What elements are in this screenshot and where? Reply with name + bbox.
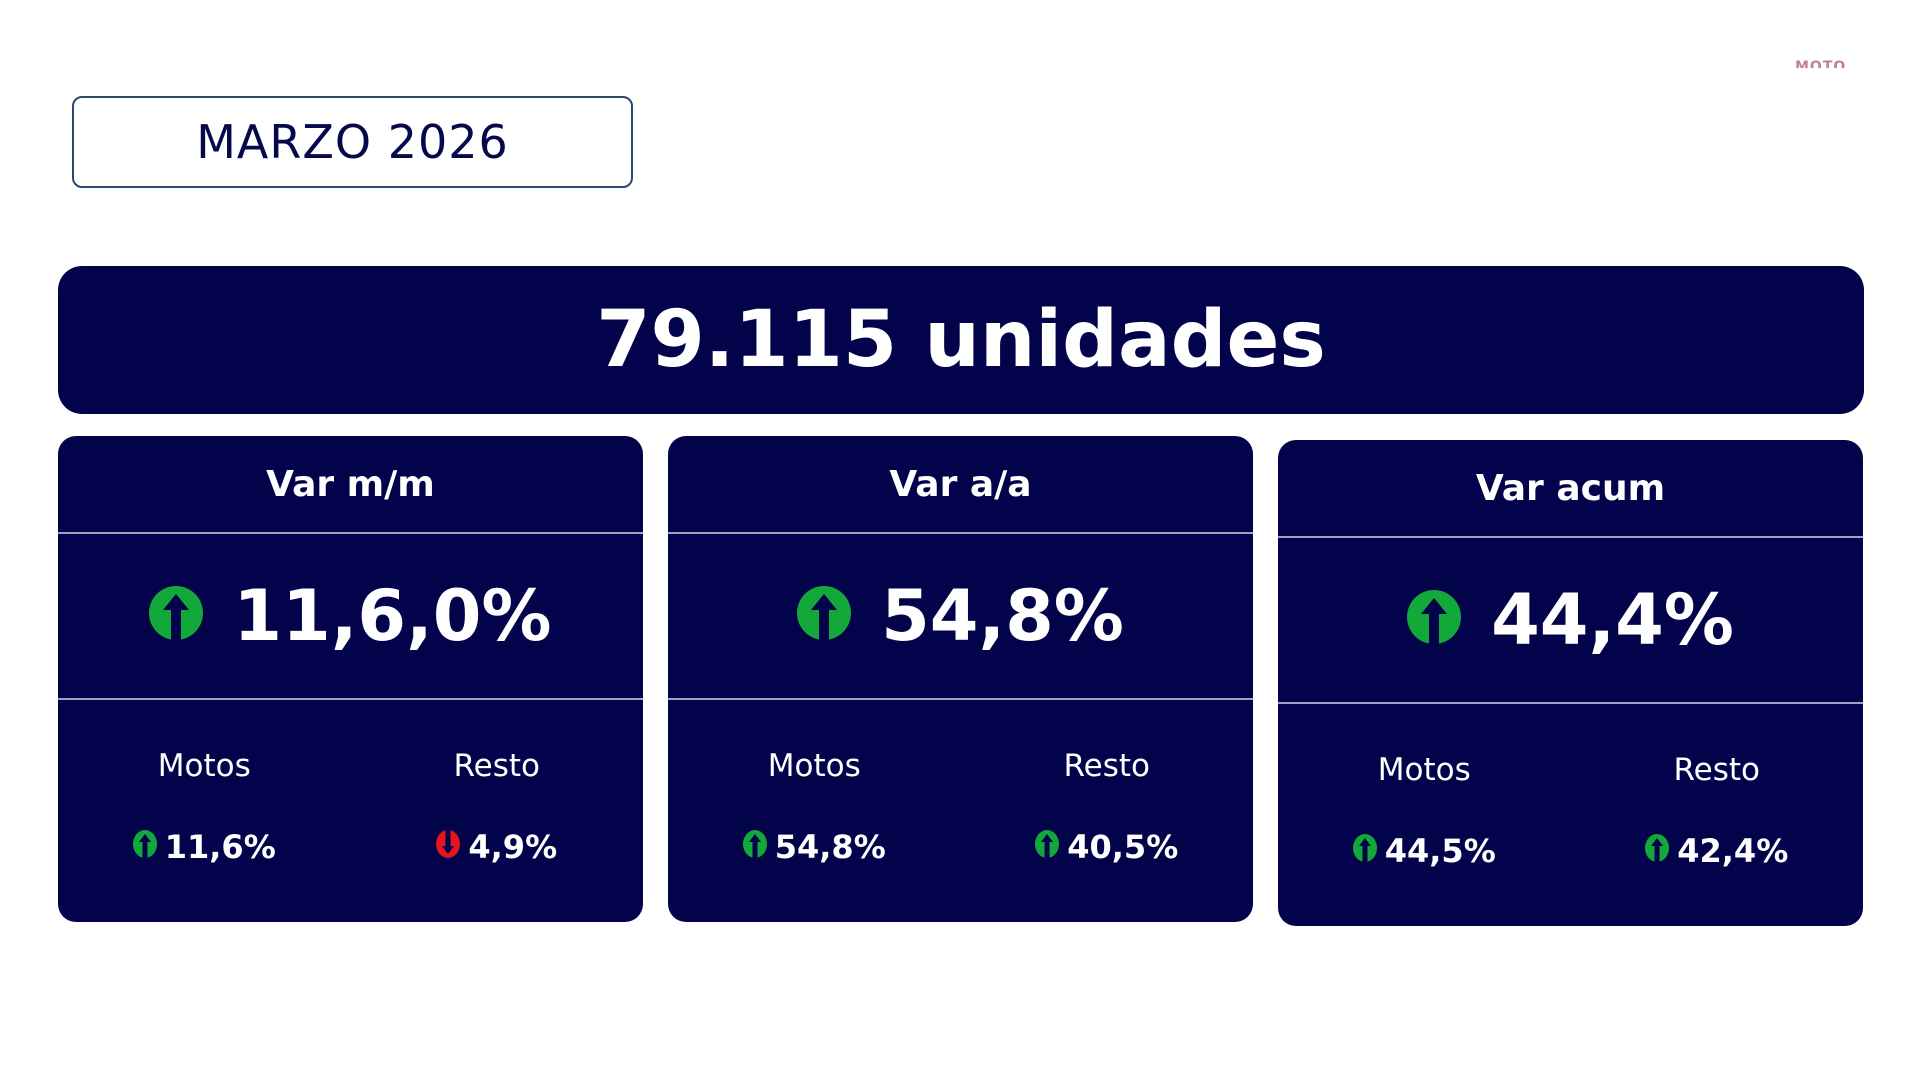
breakdown-label: Motos <box>1377 752 1471 788</box>
arrow-up-icon <box>1407 579 1462 661</box>
breakdown-motos: Motos 11,6% <box>58 700 351 922</box>
period-label: MARZO 2026 <box>72 96 633 188</box>
breakdown-value-row: 42,4% <box>1571 832 1864 870</box>
card-var-aa: Var a/a 54,8% Motos 54,8% Resto 40,5% <box>668 436 1253 922</box>
arrow-up-icon <box>132 828 157 866</box>
card-main-metric: 54,8% <box>668 534 1253 698</box>
card-title: Var m/m <box>266 463 435 505</box>
card-breakdown: Motos 44,5% Resto 42,4% <box>1278 704 1863 926</box>
card-title: Var acum <box>1475 467 1666 509</box>
breakdown-label: Resto <box>453 748 541 784</box>
card-main-metric: 44,4% <box>1278 538 1863 702</box>
card-title: Var a/a <box>889 463 1032 505</box>
arrow-up-icon <box>149 575 204 657</box>
period-text: MARZO 2026 <box>196 115 509 169</box>
card-breakdown: Motos 54,8% Resto 40,5% <box>668 700 1253 922</box>
breakdown-value: 44,5% <box>1384 832 1496 870</box>
breakdown-label: Motos <box>157 748 251 784</box>
breakdown-value-row: 44,5% <box>1278 832 1571 870</box>
breakdown-value-row: 54,8% <box>668 828 961 866</box>
total-units-banner: 79.115 unidades <box>58 266 1864 414</box>
arrow-up-icon <box>1645 832 1670 870</box>
breakdown-value: 54,8% <box>774 828 886 866</box>
arrow-down-icon <box>436 828 461 866</box>
arrow-up-icon <box>1352 832 1377 870</box>
breakdown-value: 42,4% <box>1677 832 1789 870</box>
breakdown-label: Motos <box>767 748 861 784</box>
card-var-acum: Var acum 44,4% Motos 44,5% Resto 42,4% <box>1278 440 1863 926</box>
arrow-up-icon <box>742 828 767 866</box>
card-main-metric: 11,6,0% <box>58 534 643 698</box>
breakdown-value-row: 4,9% <box>351 828 644 866</box>
divider <box>1278 536 1863 538</box>
breakdown-resto: Resto 40,5% <box>961 700 1254 922</box>
divider <box>668 532 1253 534</box>
card-main-value: 44,4% <box>1491 579 1734 661</box>
breakdown-label: Resto <box>1673 752 1761 788</box>
total-units-value: 79.115 unidades <box>596 295 1326 385</box>
breakdown-value-row: 11,6% <box>58 828 351 866</box>
card-main-value: 54,8% <box>881 575 1124 657</box>
breakdown-resto: Resto 4,9% <box>351 700 644 922</box>
arrow-up-icon <box>1035 828 1060 866</box>
card-main-value: 11,6,0% <box>233 575 552 657</box>
divider <box>668 698 1253 700</box>
breakdown-resto: Resto 42,4% <box>1571 704 1864 926</box>
arrow-up-icon <box>797 575 852 657</box>
divider <box>1278 702 1863 704</box>
breakdown-value: 4,9% <box>468 828 558 866</box>
divider <box>58 698 643 700</box>
breakdown-motos: Motos 44,5% <box>1278 704 1571 926</box>
breakdown-value: 40,5% <box>1067 828 1179 866</box>
card-breakdown: Motos 11,6% Resto 4,9% <box>58 700 643 922</box>
brand-logo: MOTO <box>1795 59 1847 75</box>
breakdown-value-row: 40,5% <box>961 828 1254 866</box>
breakdown-label: Resto <box>1063 748 1151 784</box>
divider <box>58 532 643 534</box>
card-var-mm: Var m/m 11,6,0% Motos 11,6% Resto 4,9% <box>58 436 643 922</box>
breakdown-motos: Motos 54,8% <box>668 700 961 922</box>
breakdown-value: 11,6% <box>164 828 276 866</box>
